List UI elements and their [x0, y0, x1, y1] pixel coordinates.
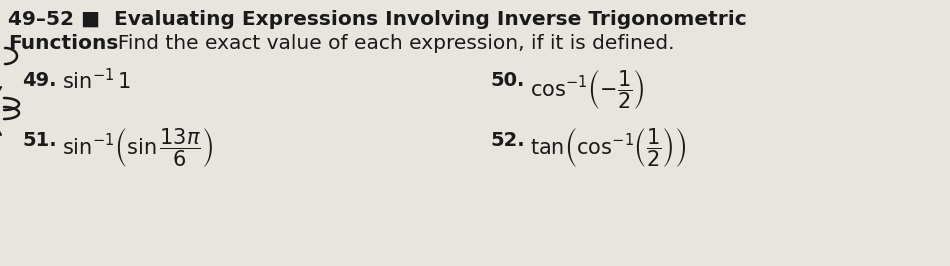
- Text: 49–52 ■  Evaluating Expressions Involving Inverse Trigonometric: 49–52 ■ Evaluating Expressions Involving…: [8, 10, 747, 29]
- Text: $\sin^{-1}\!\left(\sin\dfrac{13\pi}{6}\right)$: $\sin^{-1}\!\left(\sin\dfrac{13\pi}{6}\r…: [62, 126, 213, 169]
- Text: 50.: 50.: [490, 71, 524, 90]
- Text: Functions: Functions: [8, 34, 119, 53]
- Text: $\sin^{-1} 1$: $\sin^{-1} 1$: [62, 68, 131, 93]
- Text: $\cos^{-1}\!\left(-\dfrac{1}{2}\right)$: $\cos^{-1}\!\left(-\dfrac{1}{2}\right)$: [530, 68, 645, 111]
- Text: 51.: 51.: [22, 131, 57, 150]
- Text: $\tan\!\left(\cos^{-1}\!\left(\dfrac{1}{2}\right)\right)$: $\tan\!\left(\cos^{-1}\!\left(\dfrac{1}{…: [530, 126, 687, 169]
- Text: Find the exact value of each expression, if it is defined.: Find the exact value of each expression,…: [105, 34, 674, 53]
- Text: 52.: 52.: [490, 131, 524, 150]
- Text: 49.: 49.: [22, 71, 56, 90]
